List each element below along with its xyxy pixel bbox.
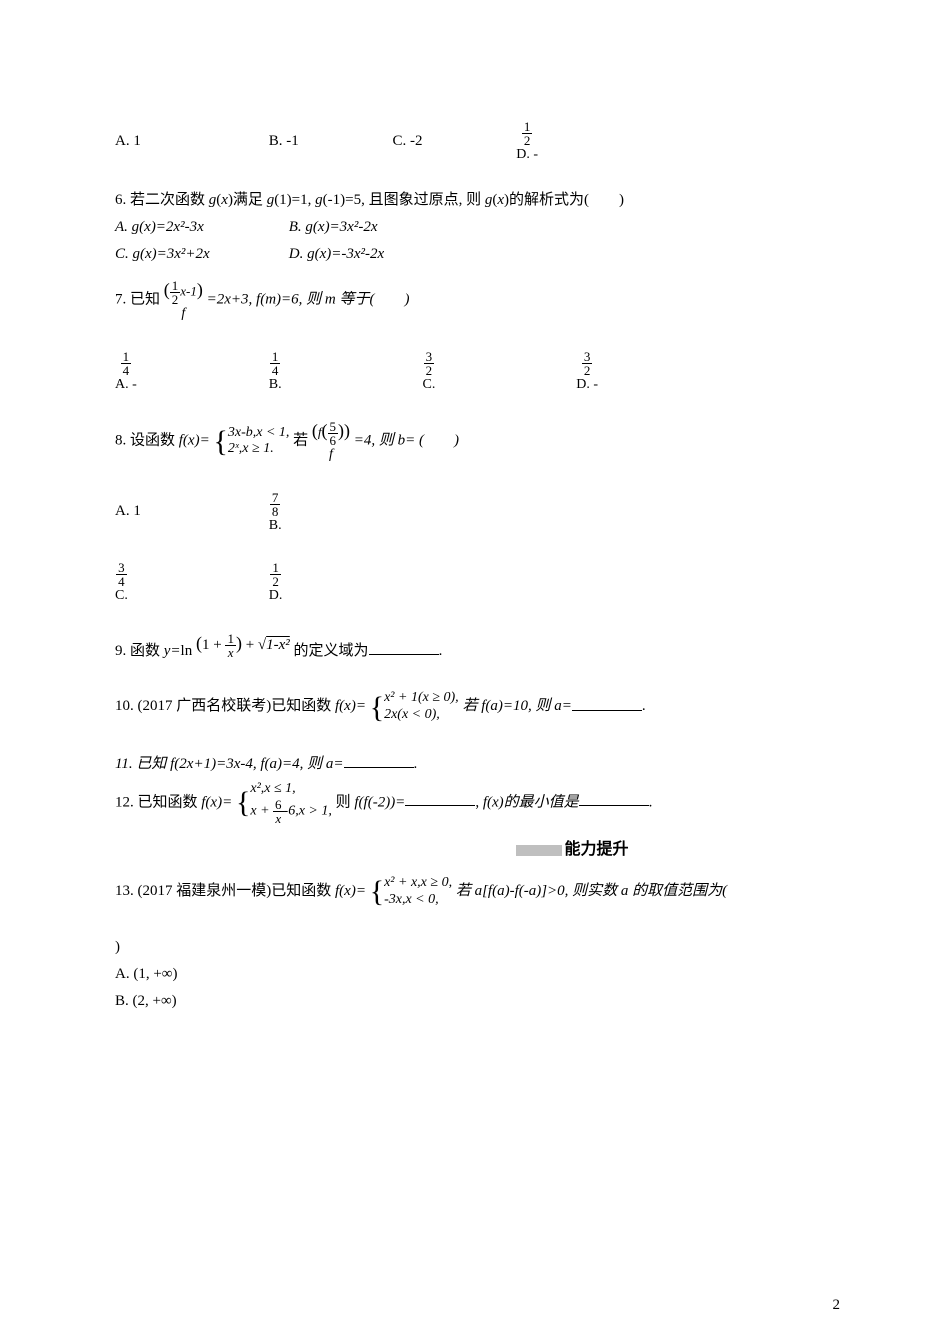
q5-optB: B. -1 — [269, 131, 389, 152]
q7-optA: 14A. - — [115, 350, 265, 392]
q6-optB: B. g(x)=3x²-2x — [289, 217, 378, 238]
page-number: 2 — [833, 1295, 841, 1316]
q6-optD: D. g(x)=-3x²-2x — [289, 244, 384, 265]
section-header: 能力提升 — [115, 839, 850, 861]
q8-optB: 78B. — [269, 491, 282, 533]
q7-optD: 32D. - — [576, 350, 598, 392]
q12: 12. 已知函数 f(x)= { x²,x ≤ 1, x + 6x-6,x > … — [115, 781, 850, 825]
q13-stem: 13. (2017 福建泉州一模)已知函数 f(x)= {x² + x,x ≥ … — [115, 875, 850, 909]
q7-optC: 32C. — [423, 350, 573, 392]
q10-blank — [572, 695, 642, 711]
q8-optC: 34C. — [115, 561, 265, 603]
q12-blank1 — [405, 790, 475, 806]
q11: 11. 已知 f(2x+1)=3x-4, f(a)=4, 则 a=. — [115, 752, 850, 775]
q6-optsAB: A. g(x)=2x²-3x B. g(x)=3x²-2x — [115, 217, 850, 238]
q8-optD: 12D. — [269, 561, 283, 603]
q6-optA: A. g(x)=2x²-3x — [115, 217, 285, 238]
q8-optionsCD: 34C. 12D. — [115, 561, 850, 603]
q12-blank2 — [579, 790, 649, 806]
q13-close: ) — [115, 937, 850, 958]
q6-optsCD: C. g(x)=3x²+2x D. g(x)=-3x²-2x — [115, 244, 850, 265]
q8-stem: 8. 设函数 f(x)= {3x-b,x < 1,2ˣ,x ≥ 1. 若 (f(… — [115, 420, 850, 462]
q9: 9. 函数 y=ln (1 + 1x) + √1-x² 的定义域为. — [115, 631, 850, 662]
q5-optD: 12 D. - — [516, 120, 538, 162]
q7-options: 14A. - 14B. 32C. 32D. - — [115, 350, 850, 392]
q5-optC: C. -2 — [393, 131, 513, 152]
q13-optB: B. (2, +∞) — [115, 991, 850, 1012]
section-title: 能力提升 — [564, 841, 628, 858]
q8-optionsAB: A. 1 78B. — [115, 491, 850, 533]
q5-optA: A. 1 — [115, 131, 265, 152]
q6-optC: C. g(x)=3x²+2x — [115, 244, 285, 265]
q13-optA: A. (1, +∞) — [115, 964, 850, 985]
q9-blank — [369, 639, 439, 655]
q8-optA: A. 1 — [115, 501, 265, 522]
q7-stem: 7. 已知 (12x-1) f =2x+3, f(m)=6, 则 m 等于( ) — [115, 279, 850, 321]
q7-optB: 14B. — [269, 350, 419, 392]
q6-stem: 6. 若二次函数 g(x)满足 g(1)=1, g(-1)=5, 且图象过原点,… — [115, 190, 850, 211]
q10: 10. (2017 广西名校联考)已知函数 f(x)= {x² + 1(x ≥ … — [115, 690, 850, 724]
q11-blank — [344, 752, 414, 768]
q5-options: A. 1 B. -1 C. -2 12 D. - — [115, 120, 850, 162]
gray-bar-icon — [516, 845, 562, 856]
